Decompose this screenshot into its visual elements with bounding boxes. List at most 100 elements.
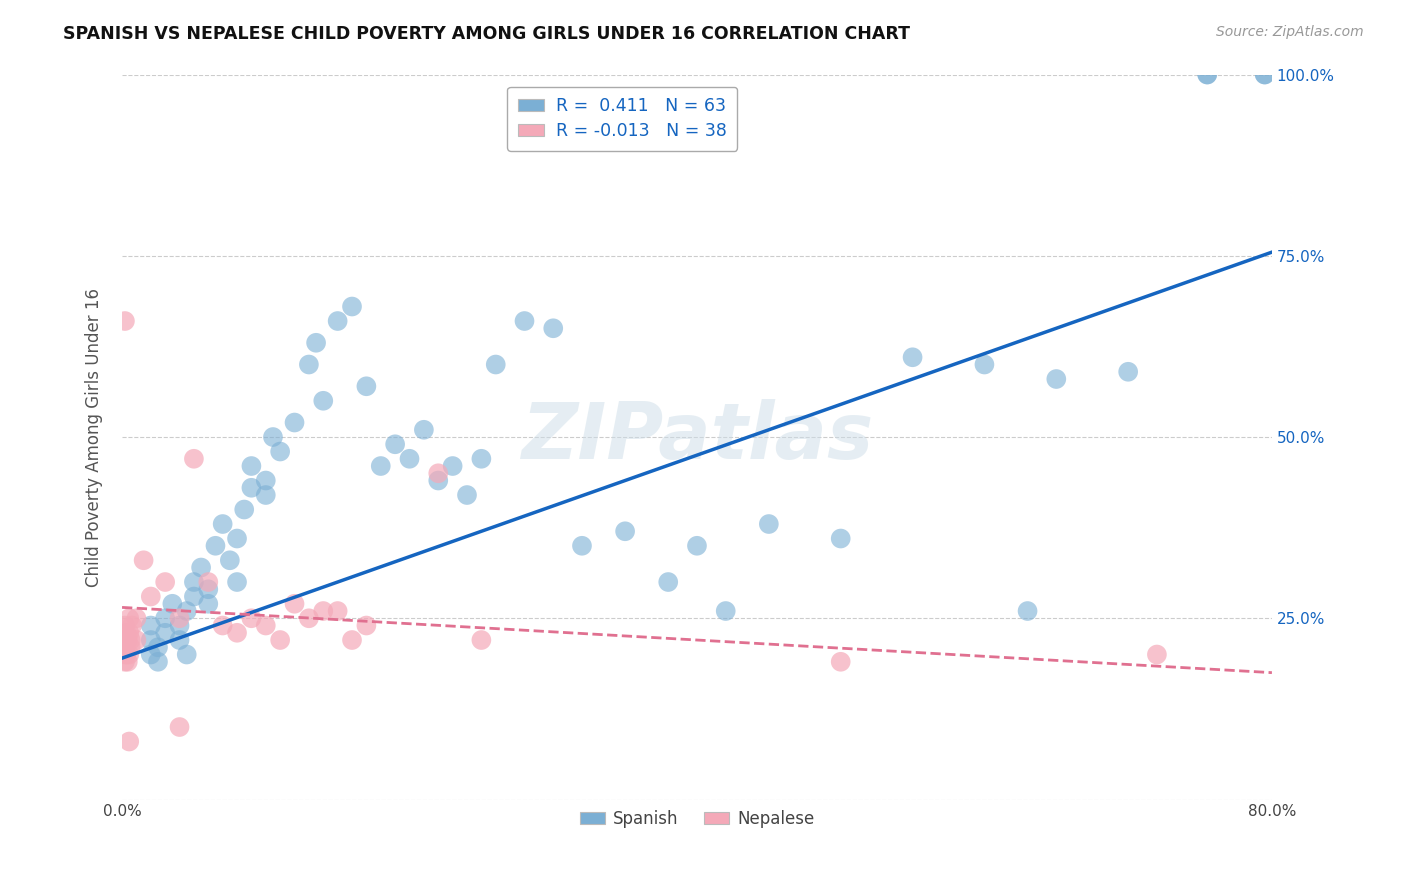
- Point: [118, 734, 141, 748]
- Point: [240, 458, 263, 473]
- Point: [117, 633, 139, 648]
- Point: [120, 633, 142, 648]
- Point: [118, 611, 141, 625]
- Point: [758, 516, 780, 531]
- Point: [125, 611, 148, 625]
- Point: [326, 604, 349, 618]
- Point: [146, 640, 169, 655]
- Point: [204, 539, 226, 553]
- Point: [118, 625, 141, 640]
- Point: [1146, 648, 1168, 662]
- Point: [485, 358, 508, 372]
- Point: [298, 611, 321, 625]
- Point: [470, 633, 492, 648]
- Point: [118, 648, 141, 662]
- Point: [1197, 68, 1219, 82]
- Point: [169, 611, 191, 625]
- Point: [356, 618, 378, 632]
- Point: [176, 604, 198, 618]
- Point: [153, 611, 176, 625]
- Point: [190, 560, 212, 574]
- Point: [114, 618, 136, 632]
- Point: [139, 590, 162, 604]
- Point: [211, 618, 233, 632]
- Point: [114, 640, 136, 655]
- Point: [513, 314, 536, 328]
- Point: [146, 655, 169, 669]
- Point: [973, 358, 995, 372]
- Point: [183, 590, 205, 604]
- Point: [312, 393, 335, 408]
- Point: [114, 314, 136, 328]
- Point: [226, 625, 249, 640]
- Point: [1254, 68, 1277, 82]
- Point: [162, 597, 184, 611]
- Point: [412, 423, 434, 437]
- Legend: Spanish, Nepalese: Spanish, Nepalese: [574, 804, 821, 835]
- Point: [114, 648, 136, 662]
- Point: [197, 597, 219, 611]
- Point: [169, 618, 191, 632]
- Point: [340, 633, 363, 648]
- Point: [233, 502, 256, 516]
- Point: [169, 633, 191, 648]
- Point: [240, 481, 263, 495]
- Point: [139, 648, 162, 662]
- Point: [1197, 68, 1219, 82]
- Point: [1254, 68, 1277, 82]
- Point: [139, 618, 162, 632]
- Point: [254, 618, 277, 632]
- Point: [541, 321, 564, 335]
- Point: [132, 553, 155, 567]
- Point: [283, 416, 305, 430]
- Point: [657, 574, 679, 589]
- Point: [830, 532, 852, 546]
- Point: [117, 655, 139, 669]
- Point: [115, 625, 138, 640]
- Point: [262, 430, 284, 444]
- Point: [283, 597, 305, 611]
- Point: [901, 351, 924, 365]
- Point: [1116, 365, 1139, 379]
- Point: [115, 633, 138, 648]
- Text: ZIPatlas: ZIPatlas: [520, 399, 873, 475]
- Point: [830, 655, 852, 669]
- Point: [183, 574, 205, 589]
- Point: [456, 488, 478, 502]
- Point: [226, 574, 249, 589]
- Point: [153, 625, 176, 640]
- Point: [169, 720, 191, 734]
- Point: [218, 553, 240, 567]
- Point: [183, 451, 205, 466]
- Point: [714, 604, 737, 618]
- Point: [176, 648, 198, 662]
- Point: [356, 379, 378, 393]
- Point: [1045, 372, 1067, 386]
- Point: [312, 604, 335, 618]
- Text: SPANISH VS NEPALESE CHILD POVERTY AMONG GIRLS UNDER 16 CORRELATION CHART: SPANISH VS NEPALESE CHILD POVERTY AMONG …: [63, 25, 910, 43]
- Point: [254, 488, 277, 502]
- Point: [254, 474, 277, 488]
- Point: [441, 458, 464, 473]
- Point: [114, 655, 136, 669]
- Point: [571, 539, 593, 553]
- Point: [305, 335, 328, 350]
- Point: [326, 314, 349, 328]
- Point: [226, 532, 249, 546]
- Point: [686, 539, 709, 553]
- Point: [340, 300, 363, 314]
- Text: Source: ZipAtlas.com: Source: ZipAtlas.com: [1216, 25, 1364, 39]
- Point: [125, 633, 148, 648]
- Point: [1017, 604, 1039, 618]
- Point: [120, 640, 142, 655]
- Point: [370, 458, 392, 473]
- Point: [470, 451, 492, 466]
- Point: [398, 451, 420, 466]
- Point: [298, 358, 321, 372]
- Point: [427, 467, 450, 481]
- Point: [197, 574, 219, 589]
- Point: [153, 574, 176, 589]
- Point: [211, 516, 233, 531]
- Point: [269, 444, 291, 458]
- Point: [269, 633, 291, 648]
